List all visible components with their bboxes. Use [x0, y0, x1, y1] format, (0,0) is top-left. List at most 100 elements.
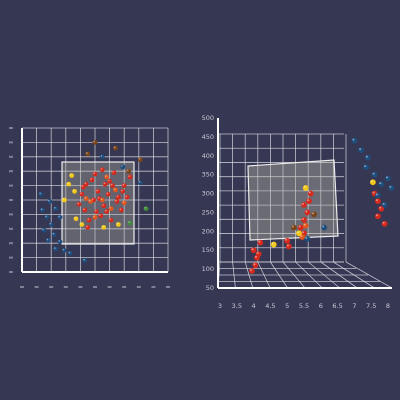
- point-highlight: [93, 172, 96, 175]
- data-point: [115, 194, 121, 200]
- x-tick-mark: [20, 286, 24, 288]
- y-tick-label: 200: [202, 227, 214, 235]
- point-highlight: [69, 173, 72, 176]
- point-highlight: [271, 242, 274, 245]
- point-highlight: [81, 185, 84, 188]
- data-point: [102, 181, 108, 187]
- y-tick-mark: [9, 256, 13, 259]
- y-tick-label: 450: [202, 133, 214, 141]
- point-highlight: [122, 201, 125, 203]
- data-point: [99, 197, 105, 203]
- data-point: [92, 214, 98, 220]
- data-point: [69, 173, 75, 178]
- data-point: [301, 217, 307, 223]
- data-point: [351, 137, 358, 144]
- point-highlight: [126, 169, 129, 172]
- point-highlight: [107, 179, 110, 182]
- point-highlight: [46, 238, 49, 241]
- point-highlight: [251, 248, 254, 251]
- y-tick-mark: [9, 227, 13, 230]
- data-point: [94, 209, 99, 214]
- point-highlight: [303, 223, 306, 226]
- data-point: [79, 222, 85, 227]
- point-highlight: [40, 208, 43, 211]
- data-point: [99, 154, 105, 160]
- point-highlight: [84, 196, 87, 199]
- data-point: [127, 220, 133, 226]
- data-point: [111, 170, 117, 176]
- point-highlight: [258, 240, 261, 243]
- data-point: [375, 192, 381, 199]
- point-highlight: [115, 199, 117, 202]
- point-highlight: [121, 165, 123, 167]
- point-highlight: [112, 170, 114, 173]
- data-point: [82, 207, 88, 213]
- data-point: [304, 209, 311, 216]
- data-point: [120, 188, 126, 194]
- data-point: [127, 174, 133, 180]
- point-highlight: [52, 232, 55, 235]
- y-tick-mark: [9, 271, 13, 273]
- point-highlight: [285, 238, 288, 241]
- data-point: [85, 151, 91, 157]
- x-tick-mark: [136, 286, 141, 288]
- point-highlight: [83, 258, 85, 261]
- point-highlight: [256, 251, 259, 254]
- data-point: [371, 171, 378, 178]
- data-point: [358, 147, 365, 154]
- point-highlight: [372, 172, 375, 175]
- x-tick-mark: [107, 286, 112, 288]
- point-highlight: [375, 193, 378, 196]
- point-highlight: [301, 231, 304, 234]
- point-highlight: [39, 192, 41, 195]
- data-point: [53, 246, 58, 252]
- point-highlight: [365, 155, 368, 158]
- data-point: [83, 181, 89, 187]
- x-tick-mark: [122, 286, 127, 288]
- data-point: [88, 199, 94, 204]
- data-point: [66, 181, 72, 187]
- data-point: [92, 140, 98, 145]
- point-highlight: [312, 212, 315, 215]
- point-highlight: [307, 199, 310, 202]
- data-point: [321, 224, 328, 231]
- data-point: [76, 201, 82, 207]
- data-point: [121, 200, 127, 206]
- point-highlight: [53, 206, 56, 209]
- data-point: [92, 171, 98, 177]
- point-highlight: [125, 195, 128, 198]
- selection-panel: [247, 159, 339, 241]
- point-highlight: [301, 202, 304, 205]
- data-point: [311, 211, 317, 218]
- point-highlight: [128, 221, 131, 224]
- data-point: [257, 239, 264, 246]
- floor-grid-line: [345, 261, 393, 289]
- data-point: [83, 196, 89, 201]
- point-highlight: [91, 198, 94, 200]
- point-highlight: [105, 175, 107, 177]
- point-highlight: [83, 208, 85, 211]
- data-point: [375, 198, 381, 205]
- point-highlight: [113, 188, 116, 190]
- point-highlight: [253, 263, 256, 266]
- y-tick-mark: [9, 242, 13, 245]
- point-highlight: [121, 189, 123, 192]
- data-point: [363, 164, 370, 171]
- data-point: [101, 224, 107, 230]
- y-tick-mark: [9, 213, 13, 216]
- data-point: [57, 214, 63, 220]
- data-point: [249, 268, 255, 274]
- front-points: [38, 140, 149, 263]
- data-point: [137, 157, 143, 163]
- data-point: [41, 227, 47, 233]
- data-point: [48, 222, 54, 227]
- data-point: [143, 206, 149, 212]
- point-highlight: [296, 231, 299, 234]
- data-point: [51, 232, 57, 237]
- x-tick-mark: [49, 286, 54, 288]
- point-highlight: [62, 198, 65, 200]
- data-point: [80, 184, 86, 190]
- point-highlight: [359, 148, 362, 151]
- data-point: [302, 222, 309, 229]
